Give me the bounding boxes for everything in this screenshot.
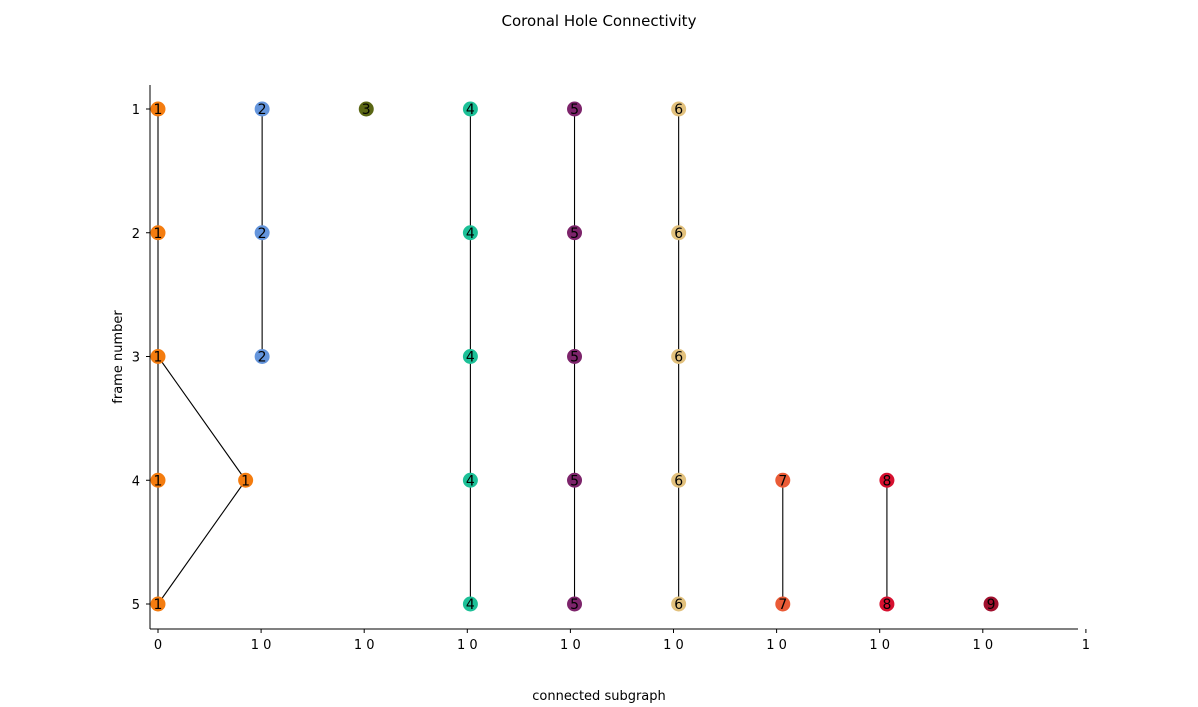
- subgraph-4-node-label: 4: [466, 226, 475, 242]
- subgraph-nodes: 1 1 1 1 1 1 2 2 2 3 4 4 4 4 4 5 5 5 5 5 6 6 6 6 6 7 7 8 8 9: [150, 101, 999, 613]
- subgraph-3-node: [358, 101, 374, 117]
- subgraph-5-node-label: 5: [570, 597, 579, 613]
- y-tick-label: 5: [132, 598, 140, 613]
- subgraph-4-node-label: 4: [466, 350, 475, 366]
- subgraph-6-node: [671, 596, 687, 612]
- x-tick-label: 1 0: [560, 638, 581, 653]
- subgraph-7-node: [775, 596, 791, 612]
- subgraph-2-node-label: 2: [258, 226, 267, 242]
- x-tick-label: 0: [154, 638, 162, 653]
- subgraph-6-node-label: 6: [674, 350, 683, 366]
- subgraph-4-node: [462, 596, 478, 612]
- subgraph-6-node: [671, 101, 687, 117]
- y-tick-label: 3: [132, 351, 140, 366]
- subgraph-5-node-label: 5: [570, 226, 579, 242]
- subgraph-1-node-label: 1: [154, 226, 163, 242]
- subgraph-1-node-label: 1: [154, 597, 163, 613]
- subgraph-1-node: [150, 101, 166, 117]
- subgraph-9-node: [983, 596, 999, 612]
- subgraph-1-node: [150, 225, 166, 241]
- x-tick-label: 1 0: [766, 638, 787, 653]
- subgraph-5-node-label: 5: [570, 350, 579, 366]
- subgraph-4-node-label: 4: [466, 102, 475, 118]
- subgraph-2-node-label: 2: [258, 102, 267, 118]
- subgraph-4-node: [462, 225, 478, 241]
- subgraph-8-node: [879, 472, 895, 488]
- y-axis-ticks: 1 2 3 4 5: [132, 103, 150, 613]
- chart-title: Coronal Hole Connectivity: [502, 12, 697, 30]
- connection-edges: [157, 109, 888, 605]
- y-tick-label: 4: [132, 474, 140, 489]
- subgraph-5-node: [567, 225, 583, 241]
- subgraph-6-node: [671, 225, 687, 241]
- y-tick-label: 2: [132, 227, 140, 242]
- subgraph-4-node: [462, 349, 478, 364]
- subgraph-5-node-label: 5: [570, 102, 579, 118]
- subgraph-4-node: [462, 101, 478, 117]
- x-tick-label: 1 0: [972, 638, 993, 653]
- subgraph-1-node-label: 1: [241, 473, 250, 489]
- subgraph-5-node: [567, 101, 583, 117]
- subgraph-6-node-label: 6: [674, 597, 683, 613]
- subgraph-1-node-label: 1: [154, 102, 163, 118]
- subgraph-8-node: [879, 596, 895, 612]
- subgraph-4-node: [462, 472, 478, 488]
- x-tick-label: 1 0: [663, 638, 684, 653]
- subgraph-1-node-label: 1: [154, 350, 163, 366]
- x-tick-label: 1: [1082, 638, 1090, 653]
- x-axis-label: connected subgraph: [532, 689, 666, 704]
- x-tick-label: 1 0: [457, 638, 478, 653]
- subgraph-1-node: [150, 472, 166, 488]
- subgraph-6-node-label: 6: [674, 226, 683, 242]
- subgraph-3-node-label: 3: [362, 102, 371, 118]
- subgraph-8-node-label: 8: [882, 597, 891, 613]
- subgraph-1-node: [238, 472, 254, 488]
- subgraph-2-node-label: 2: [258, 350, 267, 366]
- subgraph-9-node-label: 9: [987, 597, 996, 613]
- subgraph-4-node-label: 4: [466, 473, 475, 489]
- subgraph-1-edge: [157, 356, 247, 481]
- subgraph-8-node-label: 8: [882, 473, 891, 489]
- subgraph-2-node: [254, 349, 270, 364]
- subgraph-5-node: [567, 349, 583, 364]
- subgraph-6-node-label: 6: [674, 102, 683, 118]
- subgraph-6-node: [671, 349, 687, 364]
- subgraph-5-node-label: 5: [570, 473, 579, 489]
- subgraph-1-edge: [157, 479, 247, 605]
- x-tick-label: 1 0: [354, 638, 375, 653]
- subgraph-7-node-label: 7: [778, 473, 787, 489]
- y-tick-label: 1: [132, 103, 140, 118]
- subgraph-5-node: [567, 596, 583, 612]
- y-axis-label: frame number: [111, 310, 126, 404]
- subgraph-4-node-label: 4: [466, 597, 475, 613]
- subgraph-6-node: [671, 472, 687, 488]
- subgraph-6-node-label: 6: [674, 473, 683, 489]
- x-tick-label: 1 0: [869, 638, 890, 653]
- subgraph-1-node: [150, 596, 166, 612]
- subgraph-5-node: [567, 472, 583, 488]
- x-tick-label: 1 0: [251, 638, 272, 653]
- subgraph-1-node: [150, 349, 166, 364]
- subgraph-1-node-label: 1: [154, 473, 163, 489]
- subgraph-7-node-label: 7: [778, 597, 787, 613]
- subgraph-2-node: [254, 225, 270, 241]
- subgraph-7-node: [775, 472, 791, 488]
- subgraph-2-node: [254, 101, 270, 117]
- x-axis-ticks: 0 1 0 1 0 1 0 1 0 1 0 1 0 1 0 1 0 1: [154, 629, 1090, 653]
